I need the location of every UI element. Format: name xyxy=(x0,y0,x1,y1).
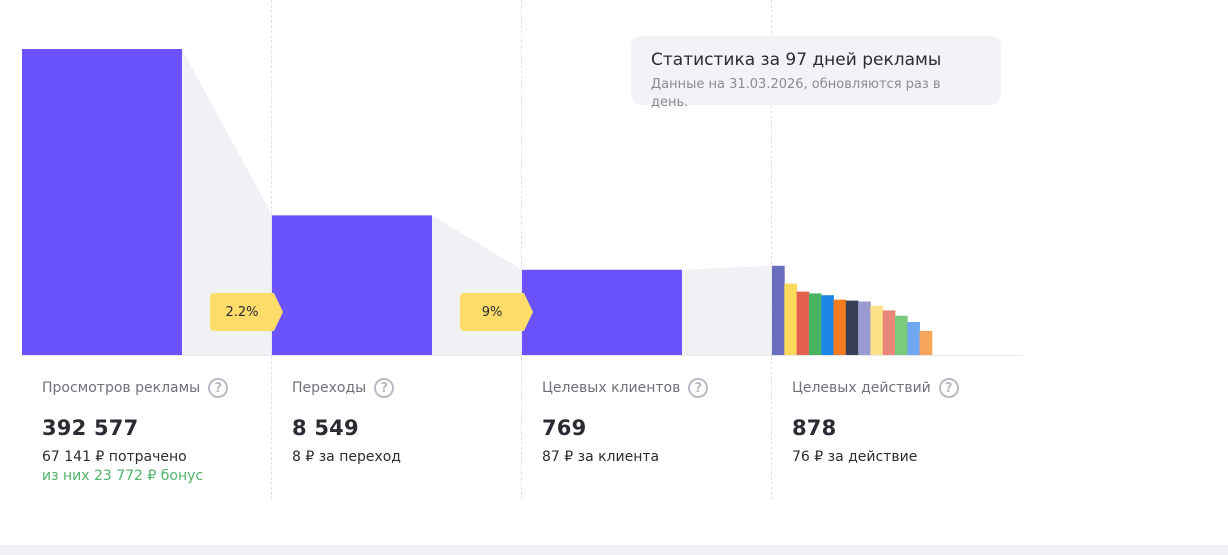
bar-action-segment xyxy=(833,299,847,355)
tooltip-title: Статистика за 97 дней рекламы xyxy=(651,50,942,70)
bar-action-segment xyxy=(821,295,834,355)
bar-action-segment xyxy=(919,330,933,355)
metric-label: Переходы xyxy=(292,380,367,396)
bar-action-segment xyxy=(845,300,859,355)
bar-impressions xyxy=(22,49,182,355)
metric-actions: Целевых действий ? 878 76 ₽ за действие xyxy=(792,374,959,465)
question-icon[interactable]: ? xyxy=(938,378,959,398)
metric-value: 392 577 xyxy=(42,416,139,440)
metric-clients: Целевых клиентов ? 769 87 ₽ за клиента xyxy=(542,374,709,465)
conversion-badge-clients: 9% xyxy=(460,293,533,331)
tooltip-subtitle: Данные на 31.03.2026, обновляются раз в … xyxy=(651,77,941,110)
bar-action-segment xyxy=(808,293,822,355)
column-divider xyxy=(771,0,772,500)
metric-value: 878 xyxy=(792,416,837,440)
funnel-connector xyxy=(182,49,272,355)
metric-value: 769 xyxy=(542,416,587,440)
column-divider xyxy=(521,0,522,500)
bar-clicks xyxy=(272,215,432,355)
conversion-value: 2.2% xyxy=(225,304,259,320)
metric-cost: 76 ₽ за действие xyxy=(792,449,918,465)
metric-clicks: Переходы ? 8 549 8 ₽ за переход xyxy=(292,374,401,465)
funnel-connector xyxy=(432,215,522,355)
metric-label: Целевых действий xyxy=(792,380,931,396)
question-icon[interactable]: ? xyxy=(374,378,395,398)
bar-action-segment xyxy=(784,283,797,355)
bar-clients xyxy=(522,269,682,355)
bar-action-segment xyxy=(882,310,896,355)
metric-label: Целевых клиентов xyxy=(542,380,681,396)
question-icon[interactable]: ? xyxy=(688,378,709,398)
page-bottom-band xyxy=(0,545,1228,555)
metric-cost: 67 141 ₽ потрачено xyxy=(42,449,187,465)
metric-cost: 8 ₽ за переход xyxy=(292,449,401,465)
bar-action-segment xyxy=(907,322,920,355)
metric-label: Просмотров рекламы xyxy=(42,380,201,396)
metric-bonus: из них 23 772 ₽ бонус xyxy=(42,468,204,484)
bar-action-segment xyxy=(796,291,810,355)
funnel-connector xyxy=(682,265,772,355)
conversion-badge-clicks: 2.2% xyxy=(210,293,283,331)
bar-action-segment xyxy=(895,315,908,355)
metric-value: 8 549 xyxy=(292,416,359,440)
metric-impressions: Просмотров рекламы ? 392 577 67 141 ₽ по… xyxy=(42,374,229,484)
metric-cost: 87 ₽ за клиента xyxy=(542,449,660,465)
bar-action-segment xyxy=(858,301,871,355)
bar-action-segment xyxy=(772,265,785,355)
conversion-value: 9% xyxy=(481,304,503,320)
question-icon[interactable]: ? xyxy=(208,378,229,398)
column-divider xyxy=(271,0,272,500)
stats-tooltip: Статистика за 97 дней рекламы Данные на … xyxy=(631,36,1001,110)
bar-action-segment xyxy=(870,305,884,355)
